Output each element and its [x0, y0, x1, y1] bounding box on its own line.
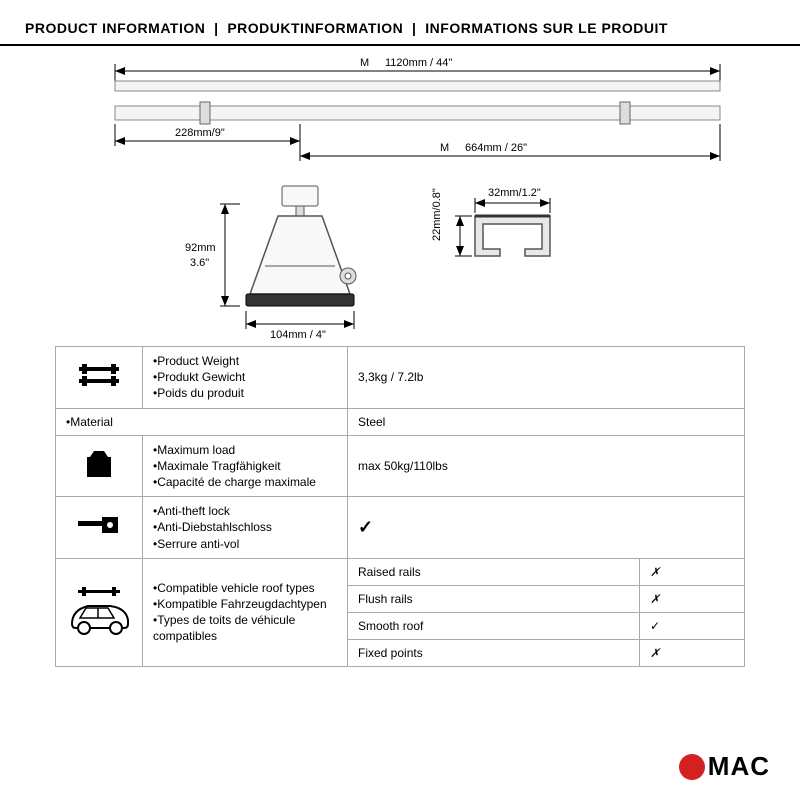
- lock-labels: •Anti-theft lock •Anti-Diebstahlschloss …: [143, 497, 348, 559]
- dimension-diagram: M 1120mm / 44" 228mm/9" M 664mm / 26" 92…: [0, 46, 800, 346]
- spec-table: •Product Weight •Produkt Gewicht •Poids …: [55, 346, 745, 667]
- load-icon: [56, 435, 143, 497]
- dim-M2: M: [440, 142, 449, 154]
- compat-sub-name: Fixed points: [348, 639, 640, 666]
- table-row: •Maximum load •Maximale Tragfähigkeit •C…: [56, 435, 745, 497]
- compat-sub-name: Smooth roof: [348, 612, 640, 639]
- dim-offset: 228mm/9": [175, 127, 225, 139]
- load-value: max 50kg/110lbs: [348, 435, 745, 497]
- lock-value: ✓: [348, 497, 745, 559]
- dim-foot-w: 104mm / 4": [270, 329, 326, 341]
- title-en: PRODUCT INFORMATION: [25, 20, 205, 36]
- dim-M1: M: [360, 57, 369, 69]
- weight-icon: [56, 347, 143, 409]
- compat-sub-val: ✓: [639, 612, 744, 639]
- weight-labels: •Product Weight •Produkt Gewicht •Poids …: [143, 347, 348, 409]
- compat-sub-name: Raised rails: [348, 558, 640, 585]
- table-row: •Material Steel: [56, 408, 745, 435]
- compat-sub-val: ✗: [639, 639, 744, 666]
- material-value: Steel: [348, 408, 745, 435]
- brand-logo: MAC: [679, 751, 770, 782]
- dim-foot-h1: 92mm: [185, 242, 216, 254]
- table-row: •Compatible vehicle roof types •Kompatib…: [56, 558, 745, 585]
- load-labels: •Maximum load •Maximale Tragfähigkeit •C…: [143, 435, 348, 497]
- weight-value: 3,3kg / 7.2lb: [348, 347, 745, 409]
- brand-name: MAC: [708, 751, 770, 782]
- lock-icon: [56, 497, 143, 559]
- material-label: •Material: [56, 408, 348, 435]
- compat-sub-val: ✗: [639, 558, 744, 585]
- page-title: PRODUCT INFORMATION | PRODUKTINFORMATION…: [0, 0, 800, 46]
- dim-mid: 664mm / 26": [465, 142, 527, 154]
- dim-top: 1120mm / 44": [385, 57, 452, 69]
- compat-sub-val: ✗: [639, 585, 744, 612]
- dim-foot-h2: 3.6": [190, 257, 209, 269]
- table-row: •Anti-theft lock •Anti-Diebstahlschloss …: [56, 497, 745, 559]
- compat-sub-name: Flush rails: [348, 585, 640, 612]
- logo-circle-icon: [679, 754, 705, 780]
- title-fr: INFORMATIONS SUR LE PRODUIT: [425, 20, 668, 36]
- dim-profile-h: 22mm/0.8": [431, 188, 443, 241]
- table-row: •Product Weight •Produkt Gewicht •Poids …: [56, 347, 745, 409]
- car-icon: [56, 558, 143, 666]
- title-de: PRODUKTINFORMATION: [227, 20, 403, 36]
- dim-profile-w: 32mm/1.2": [488, 187, 541, 199]
- compat-labels: •Compatible vehicle roof types •Kompatib…: [143, 558, 348, 666]
